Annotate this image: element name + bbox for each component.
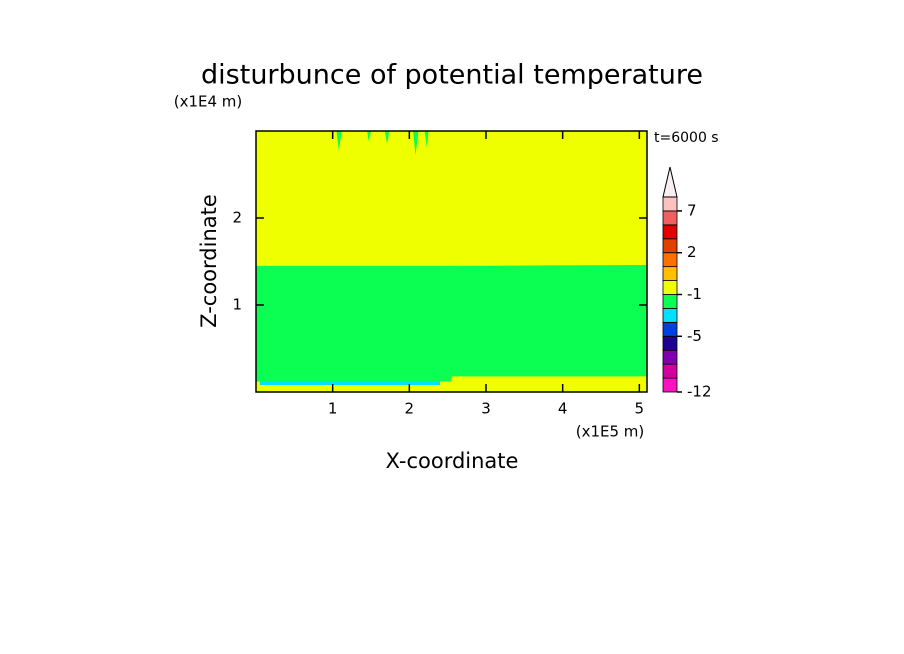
- colorbar-extend: [662, 166, 678, 198]
- contour-region: [424, 131, 429, 149]
- contour-region: [451, 376, 647, 391]
- x-tick-label: 1: [328, 400, 338, 418]
- plot-frame: [255, 130, 648, 393]
- contour-region: [259, 381, 440, 386]
- colorbar-box: [662, 321, 678, 337]
- colorbar-box: [662, 280, 678, 295]
- colorbar-box: [662, 363, 678, 379]
- contour-region: [256, 264, 647, 382]
- colorbar-tick-label: 2: [687, 243, 697, 261]
- colorbar-tick-label: -1: [687, 285, 702, 303]
- contour-region: [413, 131, 419, 156]
- contour-region: [367, 131, 371, 142]
- colorbar-tick-label: 7: [687, 201, 697, 219]
- x-unit: (x1E5 m): [576, 423, 645, 441]
- x-tick-label: 5: [635, 400, 645, 418]
- colorbar-box: [662, 294, 678, 309]
- colorbar-box: [662, 196, 678, 212]
- y-axis-label: Z-coordinate: [197, 194, 221, 328]
- colorbar-box: [662, 349, 678, 365]
- colorbar-box: [662, 266, 678, 281]
- chart-title: disturbunce of potential temperature: [201, 60, 703, 91]
- colorbar-box: [662, 335, 678, 351]
- x-tick-label: 3: [481, 400, 491, 418]
- time-label: t=6000 s: [654, 130, 719, 146]
- colorbar-box: [662, 308, 678, 323]
- contour-region: [384, 131, 390, 145]
- y-unit: (x1E4 m): [174, 93, 243, 111]
- colorbar-box: [662, 377, 678, 393]
- colorbar-tick-label: -12: [687, 383, 712, 401]
- colorbar-tick-label: -5: [687, 327, 702, 345]
- colorbar-box: [662, 224, 678, 240]
- colorbar-box: [662, 210, 678, 226]
- contour-region: [336, 131, 342, 151]
- x-tick-label: 2: [405, 400, 415, 418]
- colorbar-box: [662, 238, 678, 254]
- x-tick-label: 4: [558, 400, 568, 418]
- y-tick-label: 2: [232, 209, 242, 227]
- x-axis-label: X-coordinate: [386, 449, 519, 473]
- colorbar-box: [662, 252, 678, 268]
- y-tick-label: 1: [232, 296, 242, 314]
